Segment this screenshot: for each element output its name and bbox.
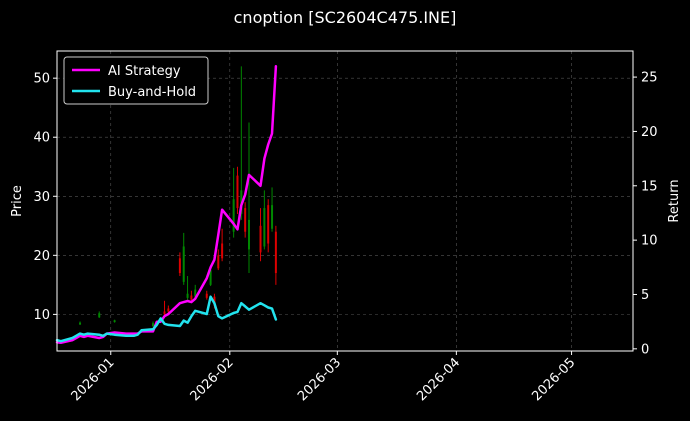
candle-body — [167, 308, 170, 312]
y-axis-label: Price — [10, 185, 25, 217]
y-axis-right-ticks: 0 5 10 15 20 25 — [633, 71, 658, 357]
candle-body — [113, 320, 116, 323]
legend-label-buy-and-hold: Buy-and-Hold — [108, 85, 196, 100]
candle-body — [263, 208, 266, 247]
y2-axis-label: Return — [667, 179, 682, 222]
series-line-ai-strategy — [55, 64, 278, 345]
y-tick-label: 40 — [33, 131, 50, 146]
plot-frame — [56, 50, 634, 352]
y2-tick-label: 5 — [641, 288, 649, 303]
candle-body — [163, 311, 166, 315]
y2-tick-label: 20 — [641, 125, 658, 140]
y2-tick-label: 15 — [641, 179, 658, 194]
candle-body — [232, 199, 235, 232]
legend-label-ai-strategy: AI Strategy — [108, 64, 181, 79]
grid-lines — [57, 51, 633, 351]
candle-body — [152, 323, 154, 327]
candle-body — [194, 289, 197, 297]
series-line-buy-and-hold — [55, 295, 278, 343]
y2-tick-label: 0 — [641, 342, 649, 357]
candle-body — [259, 225, 262, 253]
y-axis-left-ticks: 10 20 30 40 50 — [33, 72, 57, 323]
y-tick-label: 50 — [33, 72, 50, 87]
chart-title: cnoption [SC2604C475.INE] — [234, 8, 457, 27]
candle-body — [267, 205, 270, 244]
candle-body — [217, 255, 220, 269]
y2-tick-label: 10 — [641, 234, 658, 249]
candle-body — [209, 270, 212, 285]
line-series — [55, 64, 278, 345]
candle-body — [205, 293, 208, 298]
candle-body — [244, 208, 247, 232]
candle-body — [178, 258, 181, 274]
candle-body — [248, 219, 250, 250]
y-tick-label: 20 — [33, 249, 50, 264]
legend: AI Strategy Buy-and-Hold — [63, 56, 209, 105]
candle-body — [190, 295, 193, 300]
candle-body — [182, 246, 185, 282]
candle-body — [271, 205, 274, 229]
candle-body — [236, 175, 239, 209]
y-tick-label: 30 — [33, 190, 50, 205]
candle-body — [221, 243, 224, 259]
candle-body — [186, 293, 189, 298]
y-tick-label: 10 — [33, 308, 50, 323]
y2-tick-label: 25 — [641, 71, 658, 86]
candle-body — [274, 231, 277, 274]
candle-body — [98, 313, 101, 318]
candle-body — [79, 322, 82, 325]
